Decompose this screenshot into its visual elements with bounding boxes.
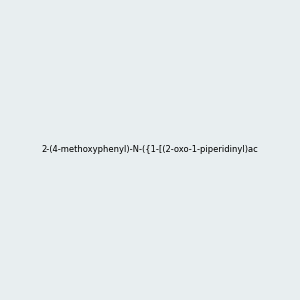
- Text: 2-(4-methoxyphenyl)-N-({1-[(2-oxo-1-piperidinyl)ac: 2-(4-methoxyphenyl)-N-({1-[(2-oxo-1-pipe…: [42, 146, 258, 154]
